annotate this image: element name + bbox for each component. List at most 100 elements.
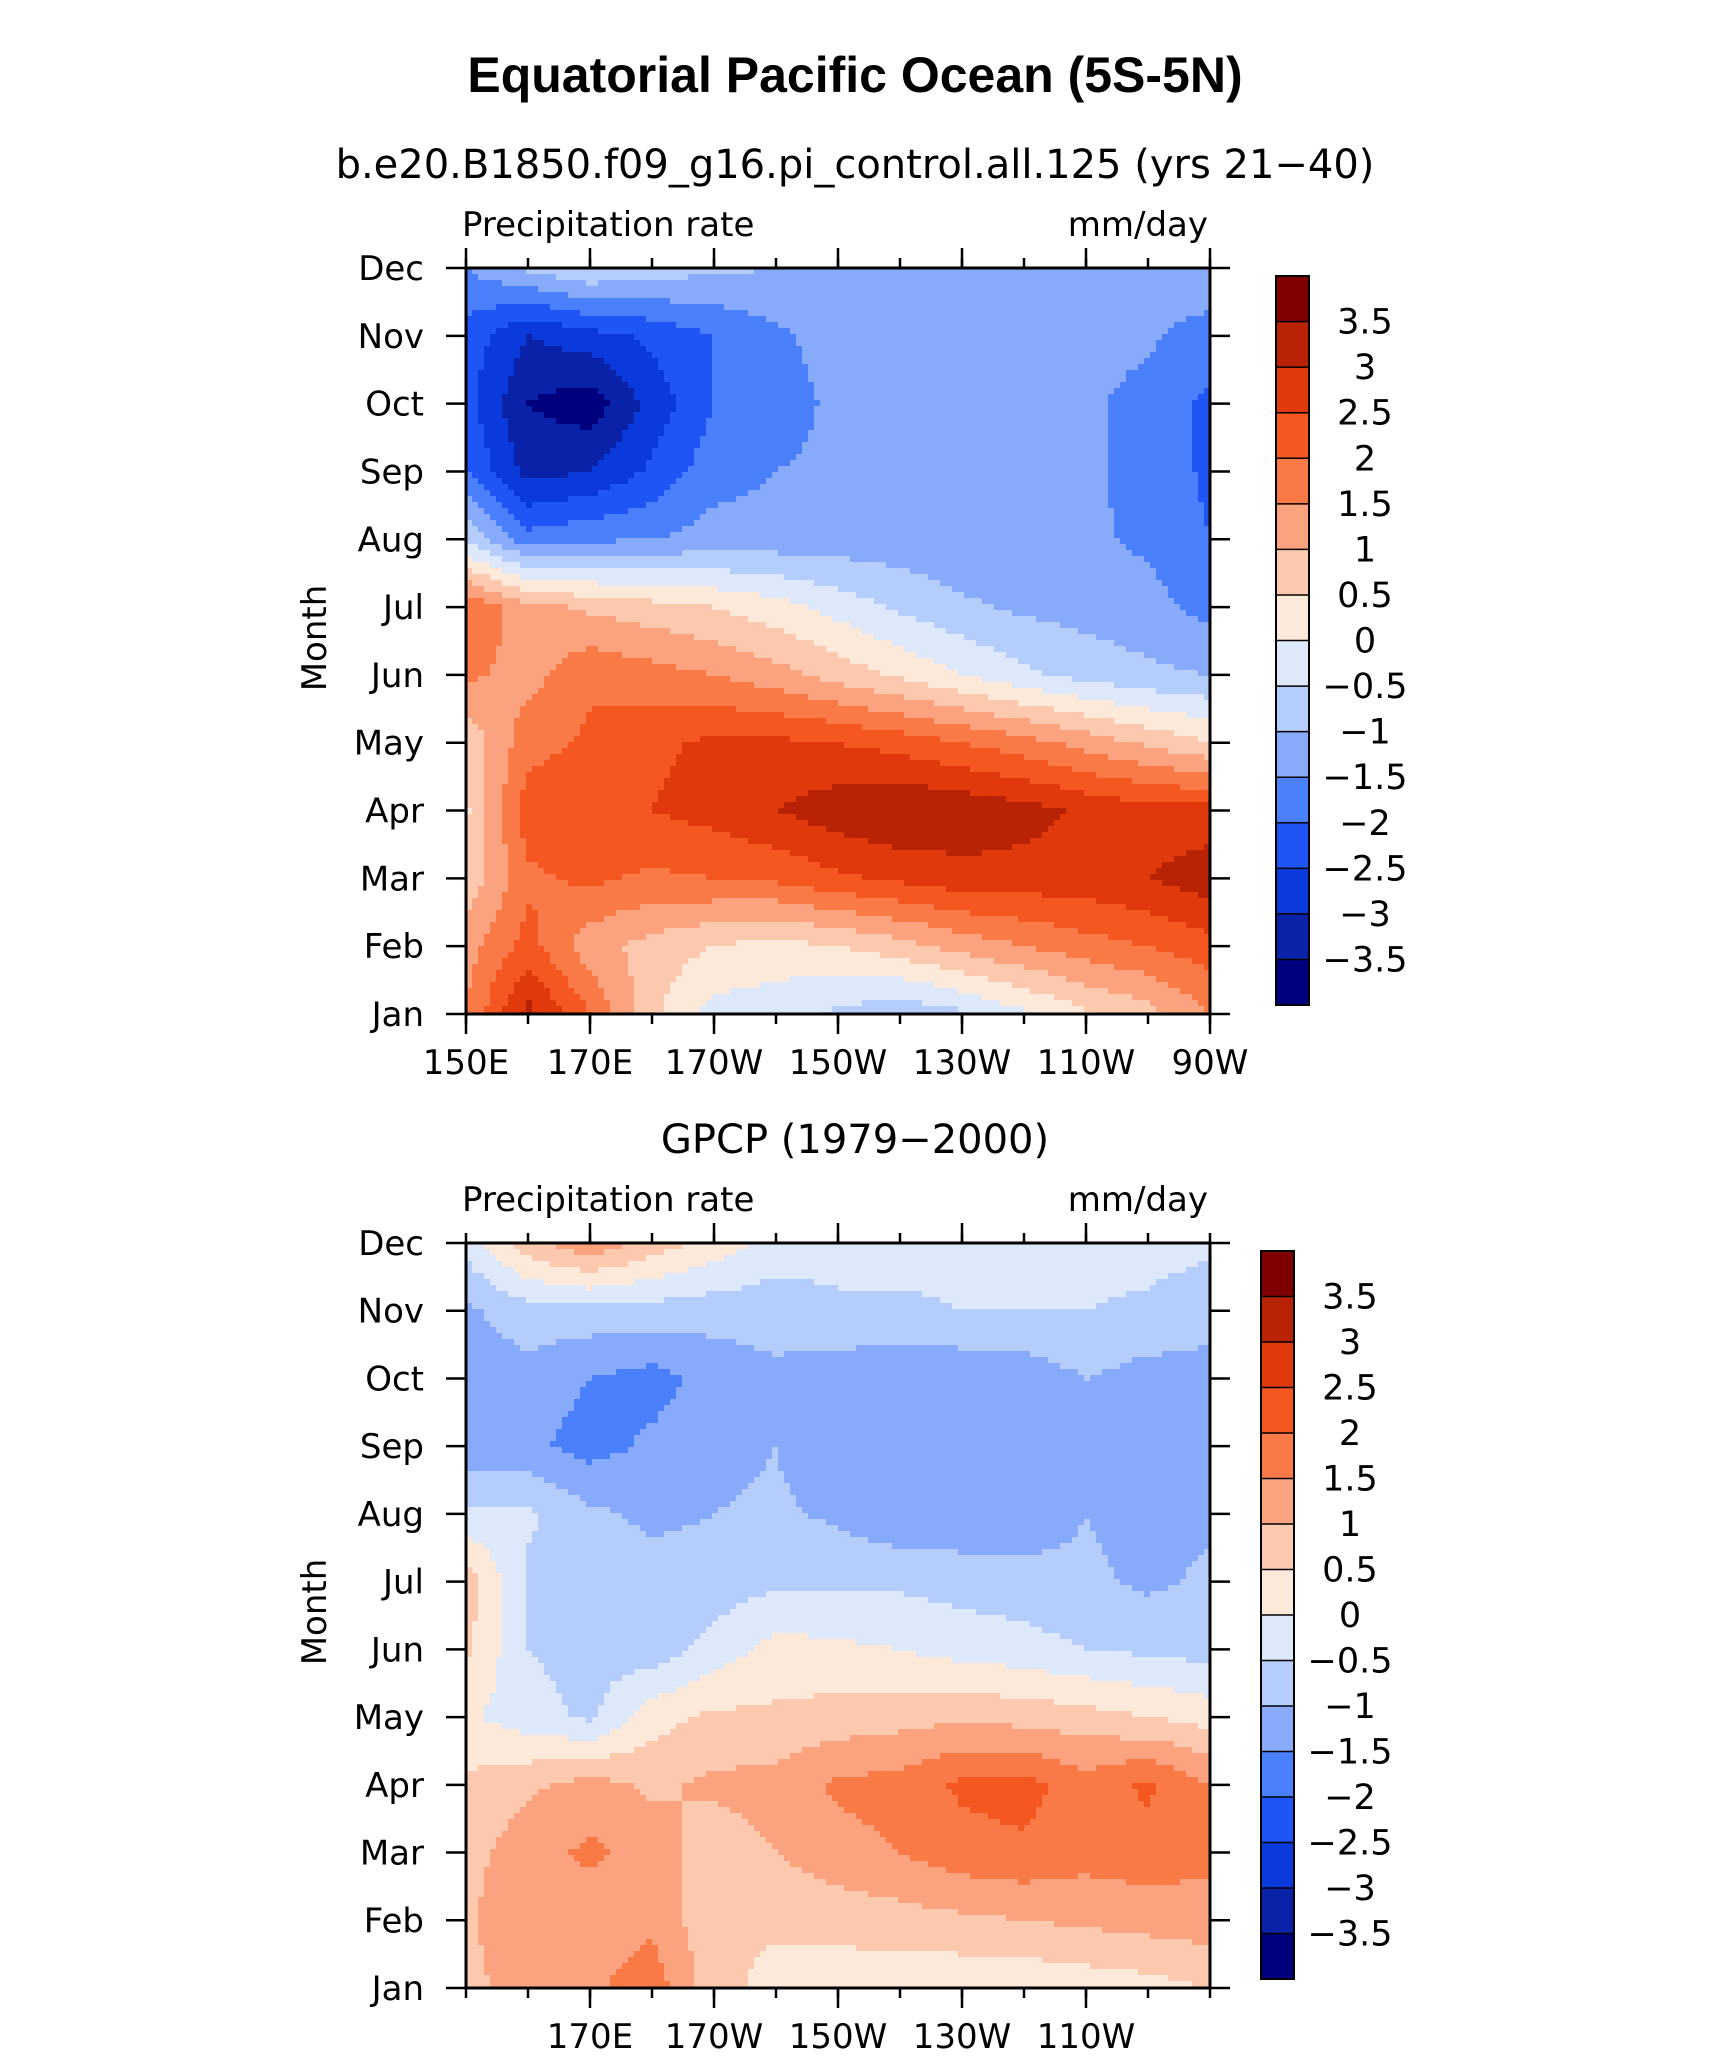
contour-cell (922, 286, 929, 293)
contour-cell (634, 280, 641, 287)
contour-cell (910, 352, 917, 359)
contour-cell (472, 466, 479, 473)
contour-cell (916, 304, 923, 311)
contour-cell (646, 442, 653, 449)
contour-cell (1030, 382, 1037, 389)
contour-cell (1090, 382, 1097, 389)
contour-cell (784, 388, 791, 395)
contour-cell (820, 322, 827, 329)
contour-cell (808, 502, 815, 509)
contour-cell (952, 460, 959, 467)
contour-cell (1198, 370, 1205, 377)
contour-cell (988, 346, 995, 353)
contour-cell (724, 394, 731, 401)
contour-cell (766, 388, 773, 395)
contour-cell (844, 424, 851, 431)
contour-cell (544, 502, 551, 509)
contour-cell (1018, 490, 1025, 497)
contour-cell (790, 364, 797, 371)
contour-cell (694, 490, 701, 497)
contour-cell (886, 322, 893, 329)
contour-cell (688, 400, 695, 407)
contour-cell (670, 322, 677, 329)
contour-cell (580, 502, 587, 509)
contour-cell (490, 448, 497, 455)
contour-cell (910, 280, 917, 287)
contour-cell (748, 436, 755, 443)
contour-cell (682, 376, 689, 383)
contour-cell (1174, 424, 1181, 431)
contour-cell (478, 406, 485, 413)
contour-cell (574, 442, 581, 449)
contour-cell (604, 310, 611, 317)
contour-cell (1156, 316, 1163, 323)
contour-cell (760, 364, 767, 371)
contour-cell (1042, 394, 1049, 401)
contour-cell (1150, 340, 1157, 347)
contour-cell (574, 292, 581, 299)
contour-cell (1096, 448, 1103, 455)
contour-cell (1174, 340, 1181, 347)
contour-cell (928, 382, 935, 389)
contour-cell (922, 382, 929, 389)
contour-cell (862, 412, 869, 419)
contour-cell (682, 358, 689, 365)
contour-cell (550, 322, 557, 329)
contour-cell (1174, 418, 1181, 425)
contour-cell (910, 436, 917, 443)
contour-cell (568, 418, 575, 425)
contour-cell (664, 466, 671, 473)
contour-cell (472, 436, 479, 443)
contour-cell (952, 388, 959, 395)
contour-cell (1168, 400, 1175, 407)
contour-cell (856, 478, 863, 485)
contour-cell (490, 370, 497, 377)
contour-cell (1156, 424, 1163, 431)
contour-cell (622, 448, 629, 455)
contour-cell (1030, 472, 1037, 479)
contour-cell (1084, 418, 1091, 425)
contour-cell (1180, 382, 1187, 389)
contour-cell (826, 304, 833, 311)
contour-cell (1198, 322, 1205, 329)
contour-cell (856, 454, 863, 461)
contour-cell (964, 460, 971, 467)
contour-cell (688, 340, 695, 347)
contour-cell (928, 352, 935, 359)
contour-cell (574, 508, 581, 515)
contour-cell (1126, 412, 1133, 419)
contour-cell (1162, 346, 1169, 353)
contour-cell (472, 280, 479, 287)
contour-cell (1066, 376, 1073, 383)
contour-cell (1048, 298, 1055, 305)
contour-cell (1120, 424, 1127, 431)
contour-cell (988, 286, 995, 293)
contour-cell (556, 400, 563, 407)
contour-cell (826, 424, 833, 431)
contour-cell (952, 502, 959, 509)
contour-cell (958, 502, 965, 509)
contour-cell (1174, 406, 1181, 413)
contour-cell (676, 328, 683, 335)
contour-cell (646, 496, 653, 503)
contour-cell (796, 436, 803, 443)
contour-cell (934, 364, 941, 371)
contour-cell (844, 388, 851, 395)
contour-cell (982, 292, 989, 299)
contour-cell (598, 394, 605, 401)
contour-cell (544, 436, 551, 443)
contour-cell (472, 286, 479, 293)
contour-cell (910, 412, 917, 419)
contour-cell (820, 292, 827, 299)
contour-cell (694, 418, 701, 425)
contour-cell (646, 490, 653, 497)
contour-cell (568, 454, 575, 461)
contour-cell (910, 496, 917, 503)
contour-cell (520, 280, 527, 287)
contour-cell (1072, 286, 1079, 293)
contour-cell (514, 508, 521, 515)
contour-cell (754, 334, 761, 341)
contour-cell (1066, 484, 1073, 491)
contour-cell (760, 496, 767, 503)
contour-cell (916, 358, 923, 365)
